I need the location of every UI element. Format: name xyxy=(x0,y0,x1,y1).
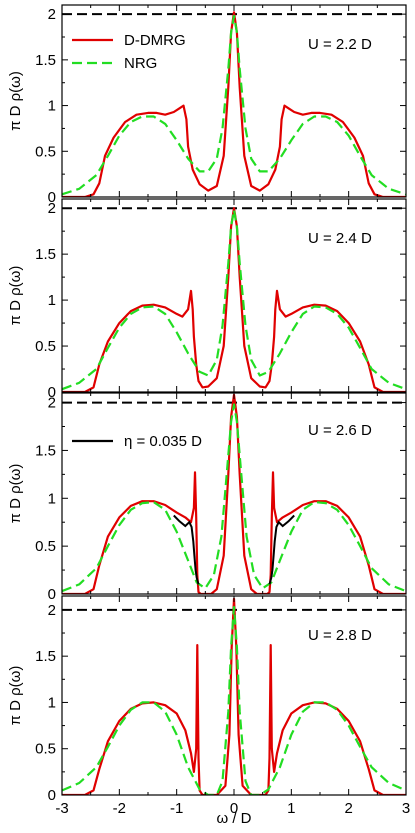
y-tick-label: 2 xyxy=(48,395,56,412)
series-nrg xyxy=(62,403,406,593)
y-tick-label: 1.5 xyxy=(35,442,56,459)
y-axis-label: π D ρ(ω) xyxy=(7,71,24,131)
y-tick-label: 0 xyxy=(48,586,56,603)
y-tick-label: 2 xyxy=(48,6,56,23)
x-tick-label: 2 xyxy=(344,800,352,817)
plot-frame xyxy=(61,4,407,198)
legend-label: D-DMRG xyxy=(124,32,186,49)
x-tick-label: -2 xyxy=(113,800,126,817)
y-tick-label: 0 xyxy=(48,384,56,401)
y-tick-label: 1 xyxy=(48,694,56,711)
series-nrg xyxy=(62,605,406,795)
y-axis-label: π D ρ(ω) xyxy=(7,266,24,326)
y-tick-label: 1.5 xyxy=(35,52,56,69)
y-tick-label: 0.5 xyxy=(35,143,56,160)
y-tick-label: 0 xyxy=(48,787,56,804)
y-axis-label: π D ρ(ω) xyxy=(7,464,24,524)
plot-frame xyxy=(61,198,407,393)
x-tick-label: 3 xyxy=(402,800,410,817)
y-tick-label: 1 xyxy=(48,98,56,115)
panel-1: 0 0.5 1 1.5 2 π D ρ(ω) U = 2.2 D D-DMRG NRG xyxy=(7,4,407,206)
series-eta-right xyxy=(268,514,295,585)
legend-label: η = 0.035 D xyxy=(124,433,202,450)
panel-annotation: U = 2.8 D xyxy=(308,627,372,644)
x-tick-label: -1 xyxy=(170,800,183,817)
series-nrg xyxy=(62,208,406,391)
series-d-dmrg xyxy=(62,11,406,197)
plot-frame xyxy=(61,595,407,796)
y-tick-label: 0.5 xyxy=(35,538,56,555)
panel-4: -3 -2 -1 0 1 2 3 0 0.5 1 1.5 2 π D ρ(ω) U = 2.8 D xyxy=(7,595,410,817)
y-tick-label: 1 xyxy=(48,490,56,507)
y-axis-label: π D ρ(ω) xyxy=(7,666,24,726)
series-eta-left xyxy=(173,514,200,585)
series-nrg xyxy=(62,14,406,196)
panel-2: 0 0.5 1 1.5 2 π D ρ(ω) U = 2.4 D xyxy=(7,198,407,401)
y-tick-label: 1.5 xyxy=(35,246,56,263)
y-tick-label: 0.5 xyxy=(35,338,56,355)
y-tick-label: 0 xyxy=(48,189,56,206)
plot-area xyxy=(62,11,406,197)
panels: 0 0.5 1 1.5 2 π D ρ(ω) U = 2.2 D D-DMRG NRG 0 0.5 1… xyxy=(7,4,410,817)
y-tick-label: 1 xyxy=(48,292,56,309)
x-tick-label: -3 xyxy=(55,800,68,817)
x-axis-label: ω / D xyxy=(216,810,251,827)
x-tick-label: 1 xyxy=(287,800,295,817)
x-tick-label: 0 xyxy=(230,800,238,817)
y-tick-label: 0.5 xyxy=(35,741,56,758)
y-tick-label: 2 xyxy=(48,200,56,217)
y-tick-label: 2 xyxy=(48,602,56,619)
panel-annotation: U = 2.2 D xyxy=(308,36,372,53)
legend-label: NRG xyxy=(124,55,157,72)
y-tick-label: 1.5 xyxy=(35,648,56,665)
panel-annotation: U = 2.4 D xyxy=(308,230,372,247)
series-d-dmrg xyxy=(62,207,406,392)
panel-annotation: U = 2.6 D xyxy=(308,422,372,439)
plot-area xyxy=(62,207,406,392)
panel-3: 0 0.5 1 1.5 2 π D ρ(ω) U = 2.6 D η = 0.035 D xyxy=(7,392,407,603)
